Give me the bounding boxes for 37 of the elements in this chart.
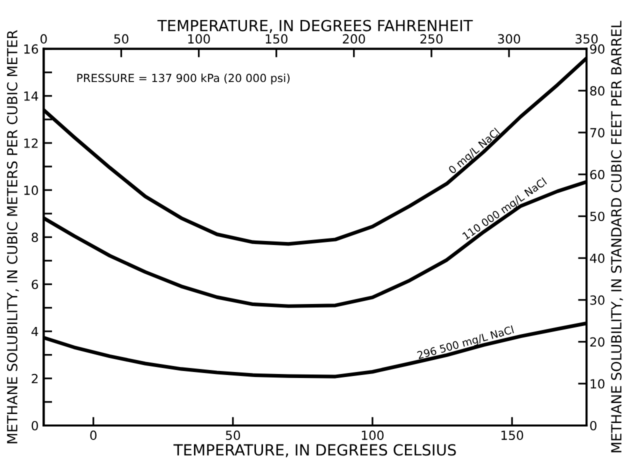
y-tick-label: 0 [32,420,38,430]
y-tick-label: 6 [32,280,38,290]
y-tick-label: 12 [24,138,38,148]
y2-axis-title: METHANE SOLUBILITY, IN STANDARD CUBIC FEET PER BARREL [611,20,623,452]
y-tick-label: 16 [24,44,38,54]
y2-tick-label: 10 [590,379,604,389]
y2-tick-label: 90 [590,44,604,54]
annotation: PRESSURE = 137 900 kPa (20 000 psi) [77,74,290,84]
y-axis-title: METHANE SOLUBILITY, IN CUBIC METERS PER CUBIC METER [6,30,19,444]
x-tick-label: 50 [226,430,240,440]
x2-tick-label: 350 [576,34,598,44]
y-tick-label: 2 [32,374,38,384]
x2-tick-label: 100 [188,34,210,44]
x2-axis-title: TEMPERATURE, IN DEGREES FAHRENHEIT [157,20,473,33]
x2-tick-label: 300 [498,34,520,44]
y2-tick-label: 0 [590,420,596,430]
x-tick-label: 0 [90,430,97,440]
x2-tick-label: 200 [342,34,365,44]
y2-tick-label: 20 [590,337,604,347]
y2-tick-label: 50 [590,212,604,222]
y2-tick-label: 70 [590,128,604,138]
y-tick-label: 8 [32,232,38,242]
x-tick-label: 150 [501,430,524,440]
y2-tick-label: 60 [590,170,604,180]
y2-tick-label: 40 [590,254,604,263]
y-tick-label: 10 [24,186,38,195]
x2-tick-label: 250 [420,34,443,44]
x2-tick-label: 150 [266,34,288,44]
y2-tick-label: 30 [590,295,604,305]
y2-tick-label: 80 [590,86,604,96]
x2-tick-label: 0 [40,34,47,44]
x-axis-title: TEMPERATURE, IN DEGREES CELSIUS [173,444,456,458]
x-tick-label: 100 [362,430,384,440]
y-tick-label: 14 [24,92,38,101]
text: 296 500 mg/L NaCl [416,325,514,362]
x2-tick-label: 50 [114,34,128,44]
y-tick-label: 4 [31,326,38,336]
